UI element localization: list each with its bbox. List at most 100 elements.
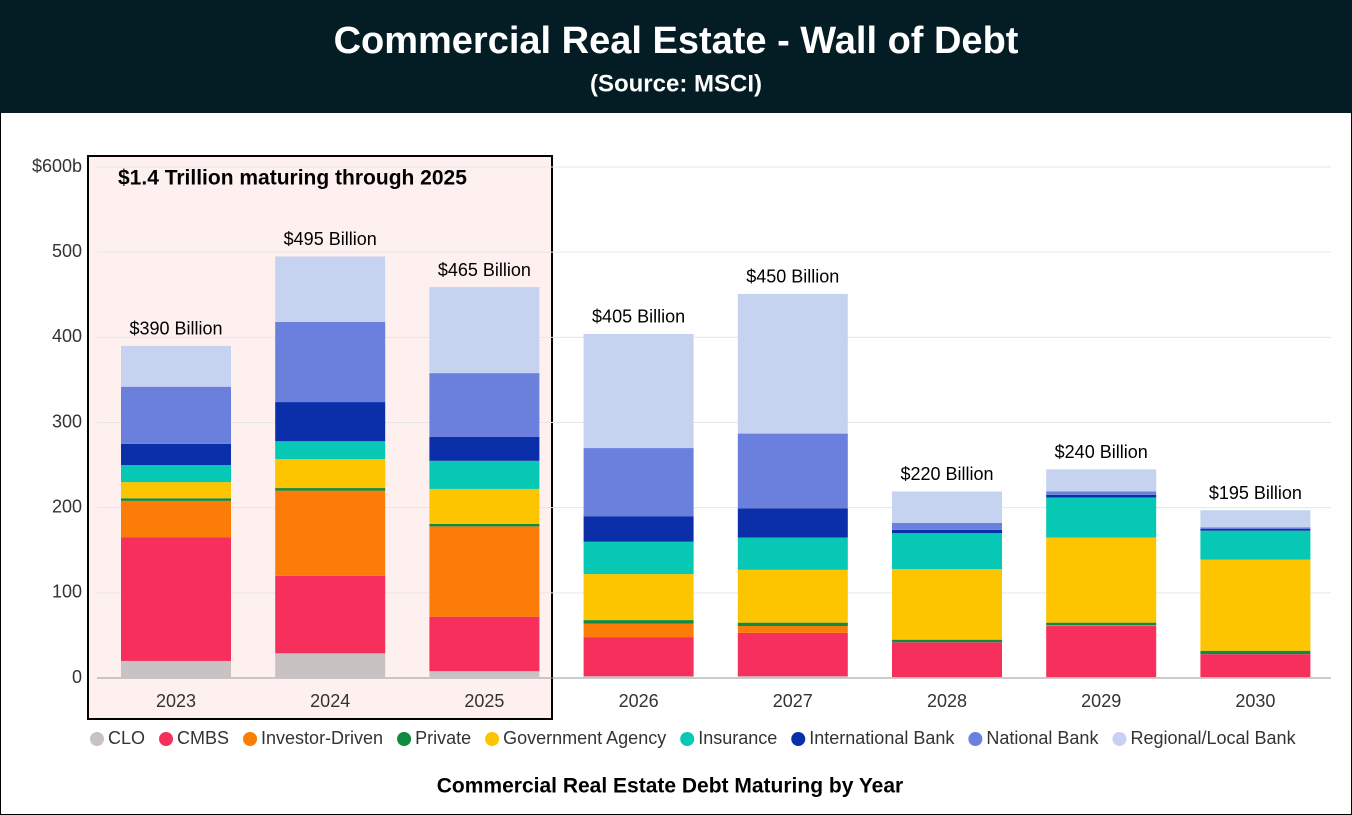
annotation: $1.4 Trillion maturing through 2025 [118,167,467,190]
y-tick-label: 100 [52,582,82,602]
y-tick-label: $600b [32,156,82,176]
bar-segment [892,568,1002,640]
bar-segment [1200,530,1311,560]
bar-segment [429,287,540,374]
y-tick-label: 400 [52,326,82,346]
legend-marker [968,732,983,746]
bar-segment [121,386,231,444]
legend-label: National Bank [986,728,1099,748]
bar-segment [121,537,231,661]
bar-segment [583,574,694,621]
bar-segment [121,500,231,538]
bar-segment [275,488,386,491]
bar-segment [1046,494,1157,498]
x-tick-label: 2029 [1081,691,1121,711]
bar-segment [1046,625,1157,627]
bar-segment [121,345,231,387]
bar-segment [737,676,848,678]
x-tick-label: 2027 [773,691,813,711]
legend-marker [90,732,104,746]
x-tick-label: 2024 [310,691,350,711]
total-label: $465 Billion [438,260,531,280]
total-label: $240 Billion [1055,442,1148,462]
bar-segment [275,256,386,323]
x-tick-label: 2030 [1235,691,1275,711]
x-tick-label: 2025 [464,691,504,711]
y-tick-label: 500 [52,241,82,261]
bar-segment [892,533,1002,569]
legend-label: Government Agency [503,728,666,748]
bar-segment [275,575,386,654]
bar-segment [1046,626,1157,678]
bar-segment [583,541,694,575]
bar-segment [583,676,694,678]
y-tick-label: 200 [52,496,82,516]
legend-marker [1112,732,1127,746]
legend-marker [159,732,174,746]
bar-segment [737,626,848,633]
x-tick-label: 2023 [156,691,196,711]
bar-segment [429,526,540,617]
total-label: $405 Billion [592,307,685,327]
x-tick-label: 2026 [619,691,659,711]
bar-segment [583,623,694,638]
bar-segment [737,508,848,538]
legend-marker [680,732,695,746]
bar-segment [121,443,231,466]
bar-segment [275,402,386,442]
total-label: $450 Billion [746,267,839,287]
bar-segment [1200,650,1311,655]
legend-label: CLO [108,728,145,748]
x-axis-title: Commercial Real Estate Debt Maturing by … [437,775,903,798]
bar-segment [1046,537,1157,623]
bar-segment [429,616,540,672]
total-label: $495 Billion [284,229,377,249]
legend-label: International Bank [809,728,955,748]
legend-marker [485,732,500,746]
bar-segment [583,637,694,677]
bar-segment [429,671,540,678]
legend-label: Insurance [698,728,777,748]
bar-segment [429,373,540,437]
chart-subtitle: (Source: MSCI) [590,70,762,97]
bar-segment [275,459,386,489]
bar-segment [121,482,231,499]
bar-segment [429,488,540,524]
bar-segment [737,537,848,570]
bar-segment [583,620,694,624]
bar-segment [892,491,1002,523]
legend-marker [791,732,806,746]
bar-segment [1200,527,1311,529]
bar-segment [583,333,694,449]
legend-marker [397,732,412,746]
bar-segment [121,465,231,483]
bar-segment [1200,528,1311,531]
bar-segment [429,460,540,489]
bar-segment [1200,510,1311,528]
bar-segment [1046,622,1157,626]
bar-segment [892,529,1002,534]
bar-segment [1046,491,1157,495]
bar-segment [892,642,1002,678]
bar-segment [275,322,386,403]
bar-segment [1200,559,1311,651]
bar-segment [429,436,540,461]
y-tick-label: 300 [52,411,82,431]
bar-segment [1046,497,1157,538]
y-tick-label: 0 [72,667,82,687]
x-tick-label: 2028 [927,691,967,711]
bar-segment [1046,469,1157,492]
bar-segment [737,622,848,627]
bar-segment [275,490,386,576]
bar-segment [1046,677,1157,678]
total-label: $390 Billion [129,319,222,339]
bar-segment [737,632,848,677]
bar-segment [1200,677,1311,678]
bar-segment [121,660,231,678]
bar-segment [429,523,540,527]
bar-segment [737,293,848,434]
total-label: $195 Billion [1209,483,1302,503]
legend-label: Investor-Driven [261,728,383,748]
legend-label: Private [415,728,471,748]
